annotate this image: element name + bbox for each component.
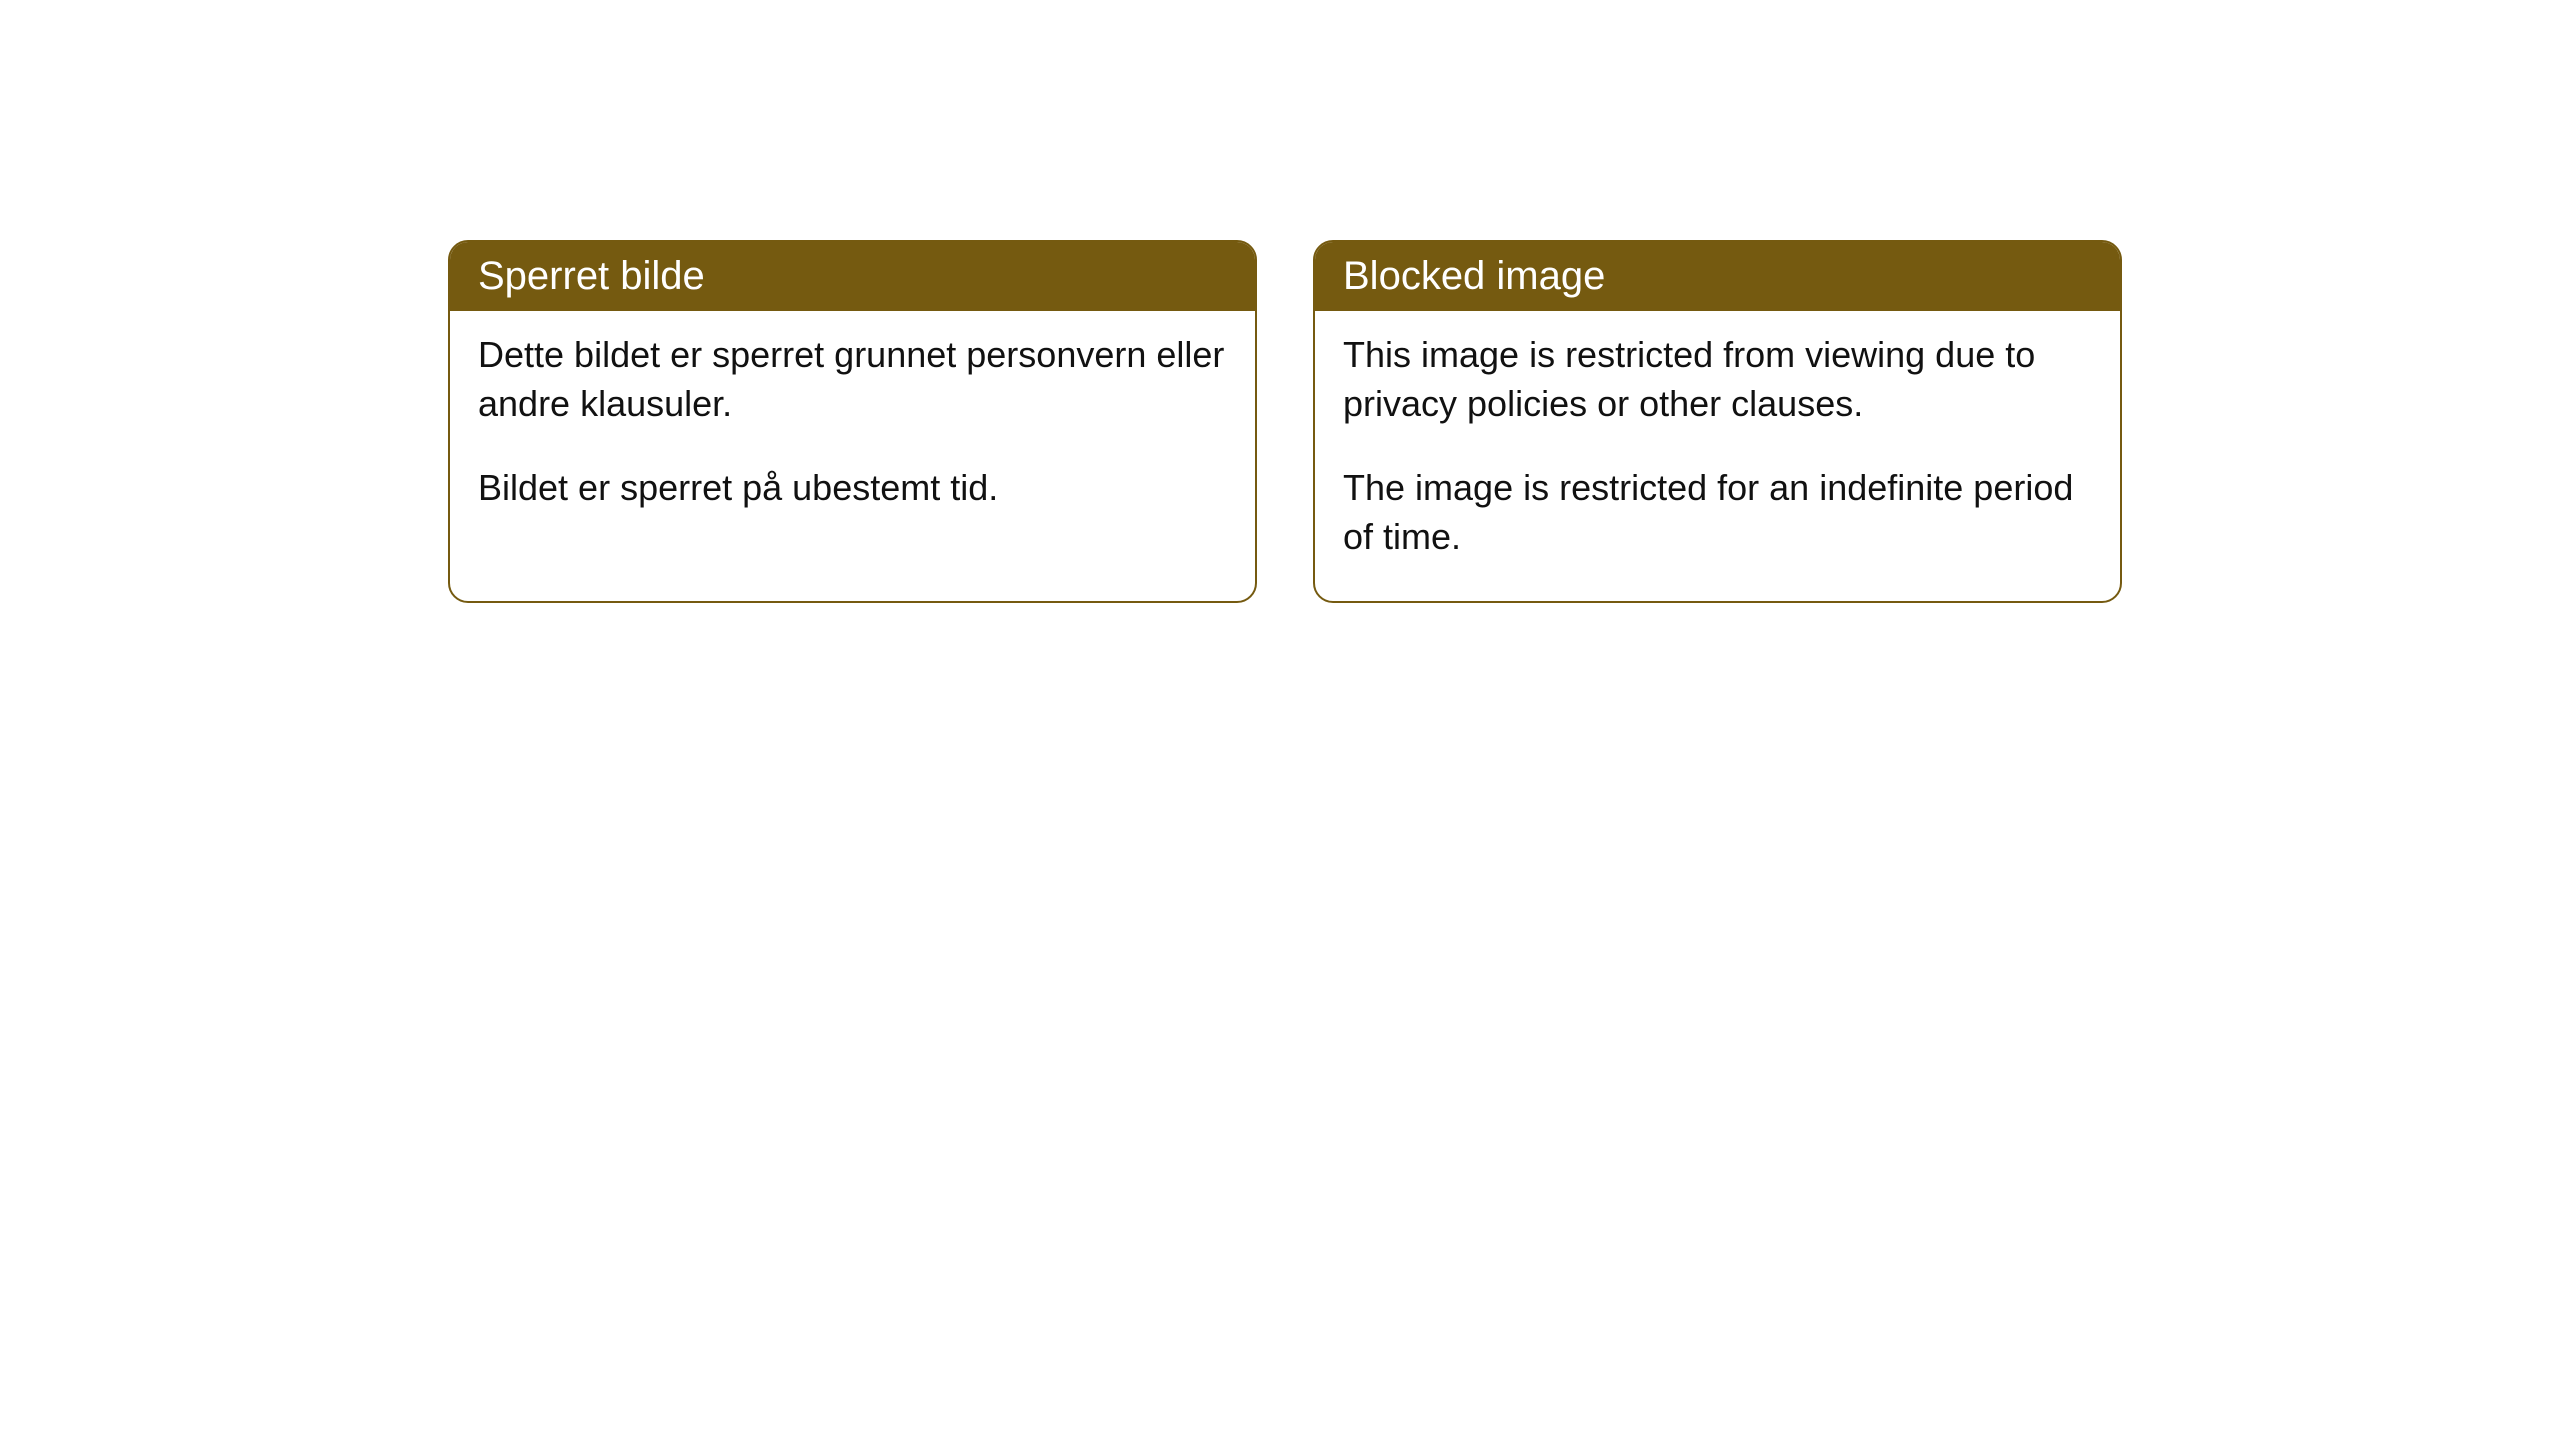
card-para2-norwegian: Bildet er sperret på ubestemt tid.: [478, 464, 1227, 513]
card-para2-english: The image is restricted for an indefinit…: [1343, 464, 2092, 561]
card-header-english: Blocked image: [1315, 242, 2120, 311]
card-body-norwegian: Dette bildet er sperret grunnet personve…: [450, 311, 1255, 553]
card-para1-english: This image is restricted from viewing du…: [1343, 331, 2092, 428]
blocked-image-card-english: Blocked image This image is restricted f…: [1313, 240, 2122, 603]
cards-container: Sperret bilde Dette bildet er sperret gr…: [448, 240, 2122, 603]
card-body-english: This image is restricted from viewing du…: [1315, 311, 2120, 601]
card-header-norwegian: Sperret bilde: [450, 242, 1255, 311]
card-para1-norwegian: Dette bildet er sperret grunnet personve…: [478, 331, 1227, 428]
blocked-image-card-norwegian: Sperret bilde Dette bildet er sperret gr…: [448, 240, 1257, 603]
